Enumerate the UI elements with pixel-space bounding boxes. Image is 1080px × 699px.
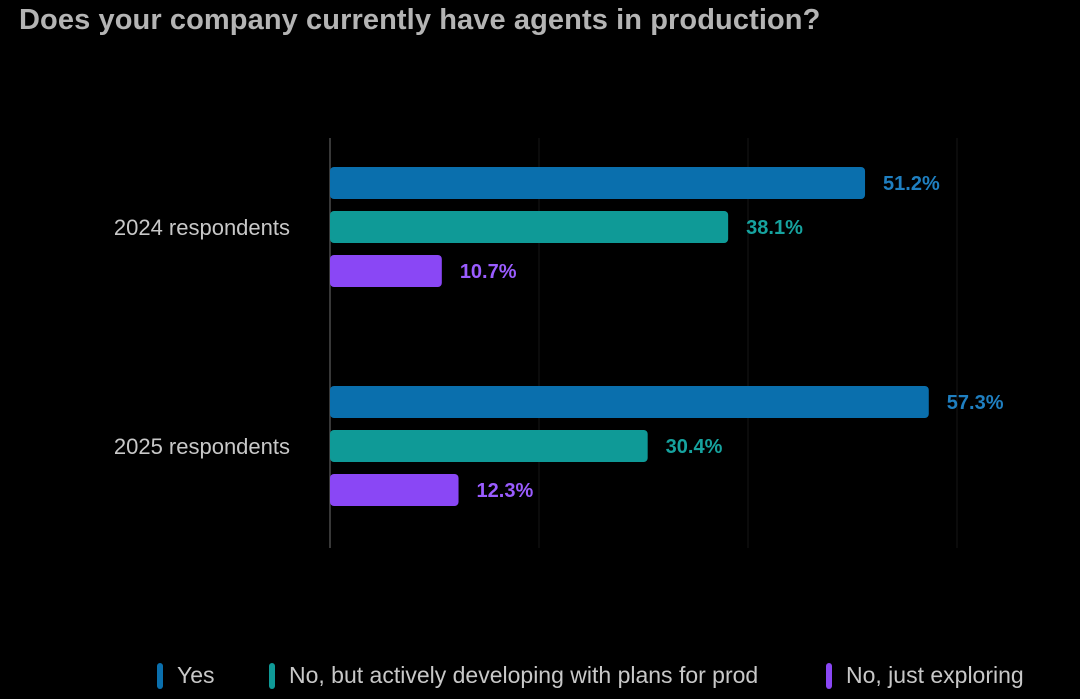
legend-swatch-exploring (826, 662, 832, 689)
data-label-exploring: 10.7% (460, 261, 517, 283)
data-label-exploring: 12.3% (477, 480, 534, 502)
bar-developing (330, 430, 648, 462)
legend-swatch-developing (269, 662, 275, 689)
legend-swatch-yes (157, 662, 163, 689)
category-label: 2025 respondents (114, 434, 290, 459)
bar-developing (330, 211, 729, 243)
bar-yes (330, 167, 866, 199)
data-label-developing: 30.4% (666, 436, 723, 458)
category-label: 2024 respondents (114, 215, 290, 240)
legend-item-developing: No, but actively developing with plans f… (269, 662, 758, 689)
data-label-yes: 51.2% (883, 173, 940, 195)
data-label-yes: 57.3% (947, 392, 1004, 414)
legend-label-yes: Yes (177, 662, 215, 688)
chart-title: Does your company currently have agents … (19, 4, 821, 36)
bar-chart: 2024 respondents 51.2% 38.1% 10.7% 2025 resp… (114, 138, 1004, 548)
bar-exploring (330, 255, 442, 287)
legend-label-developing: No, but actively developing with plans f… (289, 662, 759, 688)
legend-item-yes: Yes (157, 662, 215, 689)
chart-legend: Yes No, but actively developing with pla… (0, 658, 1080, 698)
data-label-developing: 38.1% (746, 217, 803, 239)
legend-label-exploring: No, just exploring (846, 662, 1024, 688)
bar-exploring (330, 474, 459, 506)
bar-yes (330, 386, 929, 418)
legend-item-exploring: No, just exploring (826, 662, 1024, 689)
